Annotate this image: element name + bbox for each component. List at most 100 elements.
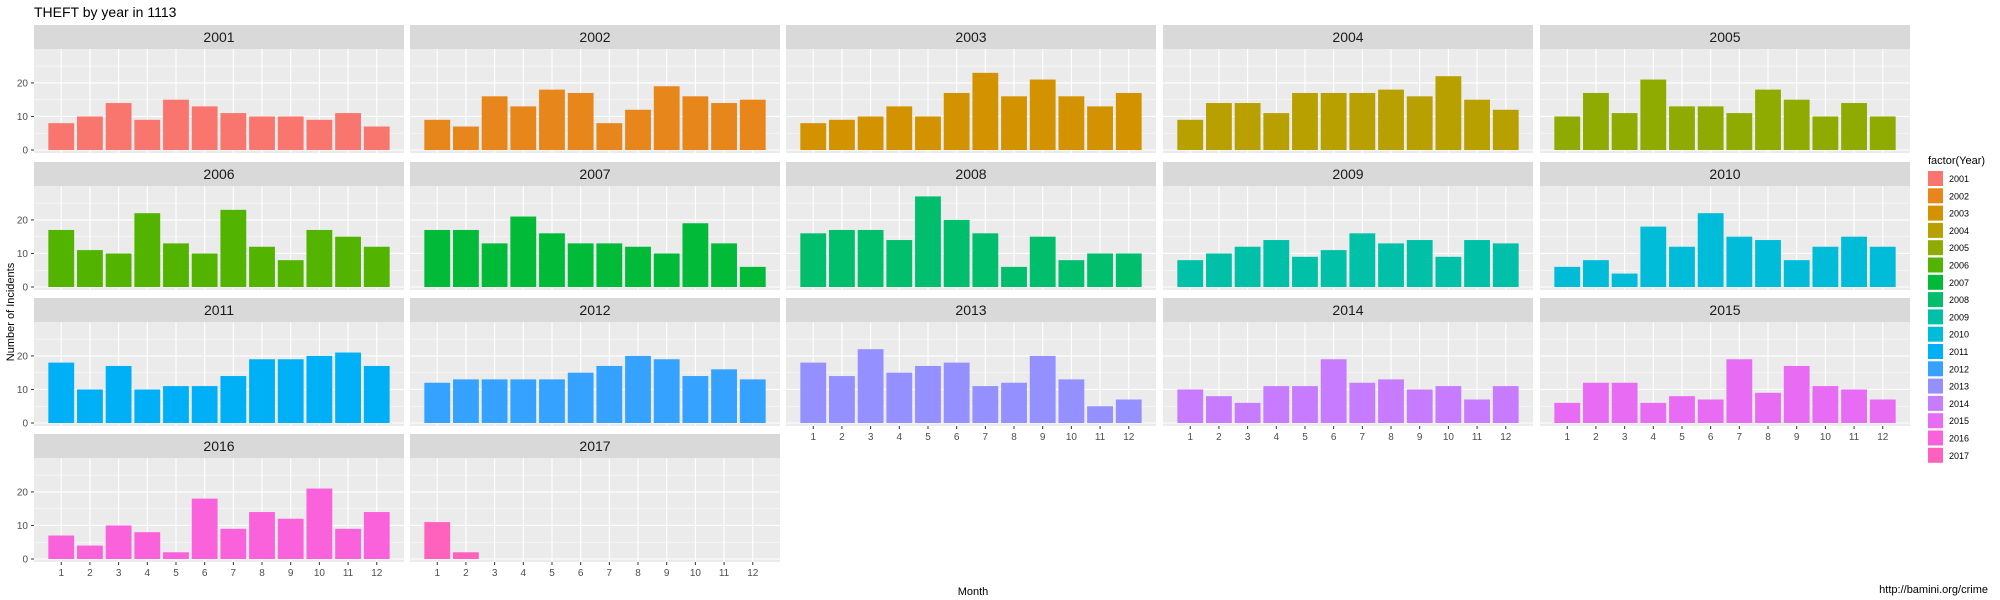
bar-2003-1 — [800, 123, 827, 150]
bar-2012-8 — [625, 355, 651, 423]
x-tick-label: 3 — [1622, 432, 1628, 443]
facet-strip — [786, 298, 1156, 322]
legend-key-2005 — [1928, 240, 1943, 256]
bar-2008-1 — [800, 233, 827, 287]
legend-key-2016 — [1928, 430, 1943, 446]
legend-label-2013: 2013 — [1949, 382, 1969, 392]
bar-2012-6 — [567, 372, 594, 423]
facet-strip-label: 2017 — [579, 438, 610, 454]
facet-strip — [34, 25, 404, 49]
x-tick-label: 8 — [1011, 432, 1017, 443]
bar-2003-3 — [857, 116, 884, 150]
facet-strip-label: 2005 — [1709, 29, 1740, 45]
bar-2002-5 — [539, 89, 565, 150]
bar-2006-12 — [363, 246, 390, 287]
bar-2015-4 — [1640, 402, 1667, 423]
bar-2002-11 — [711, 103, 737, 150]
bar-2007-2 — [453, 229, 479, 287]
facet-strip-label: 2008 — [955, 166, 986, 182]
facet-strip — [1540, 25, 1910, 49]
x-tick-label: 5 — [549, 568, 555, 579]
bar-2006-3 — [105, 253, 132, 287]
bar-2010-5 — [1669, 246, 1695, 287]
x-tick-label: 1 — [1187, 432, 1193, 443]
bar-2004-7 — [1349, 92, 1376, 150]
bar-2011-8 — [249, 359, 275, 423]
facet-panel-2008: 2008 — [786, 162, 1156, 290]
bar-2014-1 — [1177, 389, 1204, 423]
bar-2013-9 — [1029, 355, 1056, 423]
x-tick-label: 10 — [1443, 432, 1455, 443]
x-tick-label: 4 — [897, 432, 903, 443]
bar-2009-1 — [1177, 260, 1204, 287]
bar-2006-8 — [249, 246, 275, 287]
bar-2007-6 — [567, 243, 594, 287]
y-tick-label: 20 — [17, 351, 29, 362]
bar-2014-5 — [1292, 386, 1318, 423]
legend-label-2004: 2004 — [1949, 226, 1969, 236]
legend-key-2001 — [1928, 171, 1943, 186]
x-tick-label: 7 — [607, 568, 613, 579]
y-tick-label: 10 — [17, 249, 29, 260]
bar-2008-8 — [1001, 266, 1027, 287]
bar-2008-10 — [1058, 260, 1085, 287]
bar-2015-6 — [1697, 399, 1724, 423]
bar-2001-3 — [105, 103, 132, 150]
bar-2013-4 — [886, 372, 913, 423]
bar-2013-2 — [829, 376, 855, 423]
bar-2016-6 — [191, 498, 218, 559]
x-tick-label: 1 — [1564, 432, 1570, 443]
bar-2011-6 — [191, 386, 218, 423]
bar-2014-8 — [1378, 379, 1404, 423]
bar-2017-1 — [424, 522, 451, 559]
x-tick-label: 1 — [810, 432, 816, 443]
bar-2004-6 — [1320, 92, 1347, 150]
x-tick-label: 6 — [578, 568, 584, 579]
bar-2016-10 — [306, 488, 333, 559]
bar-2005-2 — [1583, 92, 1609, 150]
bar-2004-4 — [1263, 113, 1290, 150]
x-tick-label: 9 — [288, 568, 294, 579]
y-axis-title: Number of Incidents — [5, 262, 17, 361]
bar-2014-4 — [1263, 386, 1290, 423]
legend-label-2009: 2009 — [1949, 312, 1969, 322]
bar-2013-12 — [1115, 399, 1142, 423]
x-tick-label: 12 — [747, 568, 759, 579]
bar-2007-1 — [424, 229, 451, 287]
x-tick-label: 6 — [1708, 432, 1714, 443]
bar-2001-2 — [77, 116, 103, 150]
facet-strip-label: 2010 — [1709, 166, 1740, 182]
bar-2012-4 — [510, 379, 537, 423]
facet-strip-label: 2009 — [1332, 166, 1363, 182]
bar-2014-9 — [1406, 389, 1433, 423]
facet-panel-2003: 2003 — [786, 25, 1156, 153]
facet-strip-label: 2006 — [203, 166, 234, 182]
x-tick-label: 6 — [202, 568, 208, 579]
bar-2007-3 — [481, 243, 508, 287]
facet-strip-label: 2007 — [579, 166, 610, 182]
x-tick-label: 11 — [1472, 432, 1483, 443]
bar-2015-7 — [1726, 359, 1753, 423]
bar-2010-8 — [1755, 240, 1781, 287]
bar-2015-3 — [1611, 382, 1638, 423]
x-tick-label: 7 — [983, 432, 989, 443]
bar-2006-1 — [48, 229, 75, 287]
bar-2012-2 — [453, 379, 479, 423]
bar-2014-2 — [1206, 396, 1232, 423]
y-tick-label: 0 — [22, 146, 28, 157]
bar-2007-9 — [653, 253, 680, 287]
bar-2012-10 — [682, 376, 709, 423]
bar-2010-6 — [1697, 213, 1724, 287]
bar-2015-1 — [1554, 402, 1581, 423]
facet-strip — [34, 298, 404, 322]
x-tick-label: 5 — [1302, 432, 1308, 443]
bar-2009-8 — [1378, 243, 1404, 287]
bar-2010-1 — [1554, 266, 1581, 287]
bar-2015-5 — [1669, 396, 1695, 423]
x-tick-label: 8 — [259, 568, 265, 579]
legend-label-2011: 2011 — [1949, 347, 1968, 357]
